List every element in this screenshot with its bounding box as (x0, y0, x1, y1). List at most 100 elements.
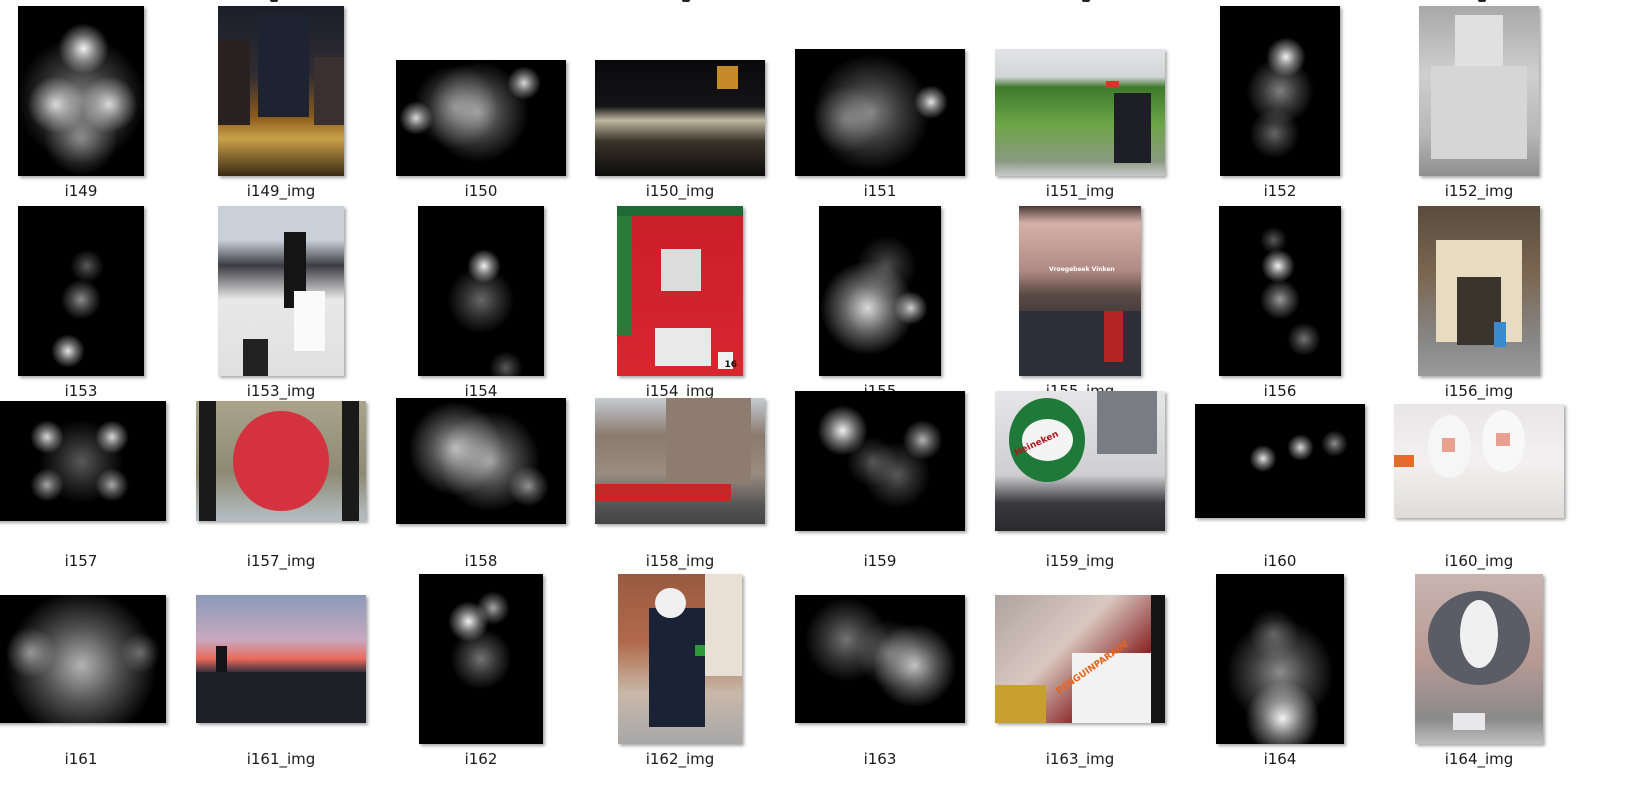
photo-image[interactable] (595, 398, 765, 524)
thumbnail-label: i150_img (645, 182, 715, 200)
saliency-blob (466, 248, 501, 283)
thumbnail-frame (0, 574, 176, 744)
photo-image[interactable]: Heineken (995, 391, 1165, 531)
saliency-map-image[interactable] (795, 49, 965, 176)
photo-region (617, 206, 743, 217)
thumbnail-label: i154 (464, 382, 498, 400)
photo-region (717, 352, 733, 370)
photo-image[interactable] (196, 401, 366, 521)
saliency-blob (1265, 36, 1307, 78)
saliency-map-image[interactable] (18, 6, 144, 176)
saliency-blob (4, 595, 158, 723)
photo-image[interactable] (218, 6, 344, 176)
saliency-map-image[interactable] (418, 206, 544, 376)
saliency-map-image[interactable] (396, 398, 566, 524)
saliency-map-image[interactable] (795, 595, 965, 723)
saliency-blob (1246, 57, 1314, 125)
saliency-blob (506, 66, 541, 101)
photo-region (704, 574, 742, 676)
saliency-map-image[interactable] (0, 401, 166, 521)
photo-region (1453, 713, 1486, 731)
photo-image[interactable]: PENGUINPARADE (995, 595, 1165, 723)
photo-text: 16 (724, 360, 737, 370)
saliency-blob (1320, 430, 1348, 458)
thumbnail-label: i156 (1263, 382, 1297, 400)
thumbnail-tile-i149[interactable]: i149 (0, 6, 176, 206)
thumbnail-tile-i157[interactable]: i157 (0, 376, 176, 576)
saliency-blob (447, 265, 515, 334)
thumbnail-tile-i163[interactable]: i163 (785, 574, 975, 774)
thumbnail-tile-i158-img[interactable]: i158_img (585, 376, 775, 576)
thumbnail-label: i162_img (645, 750, 715, 768)
thumbnail-tile-i149-img[interactable]: i149_img (186, 6, 376, 206)
saliency-blob (854, 618, 923, 687)
thumbnail-tile-i156-img[interactable]: i156_img (1384, 206, 1574, 406)
photo-image[interactable] (618, 574, 742, 744)
thumbnail-frame (785, 574, 975, 744)
thumbnail-tile-i161[interactable]: i161 (0, 574, 176, 774)
thumbnail-tile-i151[interactable]: i151 (785, 6, 975, 206)
thumbnail-tile-i160-img[interactable]: i160_img (1384, 376, 1574, 576)
photo-image[interactable] (1394, 404, 1564, 518)
photo-image[interactable] (1415, 574, 1543, 744)
saliency-map-image[interactable] (1219, 206, 1341, 376)
saliency-blob (120, 632, 161, 673)
saliency-blob (18, 34, 144, 165)
thumbnail-tile-i163-img[interactable]: PENGUINPARADE i163_img (985, 574, 1175, 774)
photo-image[interactable]: 16 (617, 206, 743, 376)
thumbnail-tile-i155-img[interactable]: Vroegebeek Vinkeni155_img (985, 206, 1175, 406)
thumbnail-tile-i161-img[interactable]: i161_img (186, 574, 376, 774)
thumbnail-tile-i164[interactable]: i164 (1185, 574, 1375, 774)
thumbnail-frame (0, 376, 176, 546)
saliency-map-image[interactable] (819, 206, 941, 376)
thumbnail-tile-i150[interactable]: i150 (386, 6, 576, 206)
photo-image[interactable] (995, 49, 1165, 176)
saliency-map-image[interactable] (0, 595, 166, 723)
thumbnail-tile-i162[interactable]: i162 (386, 574, 576, 774)
thumbnail-tile-i151-img[interactable]: i151_img (985, 6, 1175, 206)
thumbnail-tile-i162-img[interactable]: i162_img (585, 574, 775, 774)
thumbnail-tile-i160[interactable]: i160 (1185, 376, 1375, 576)
photo-image[interactable]: Vroegebeek Vinken (1019, 206, 1141, 376)
photo-region (283, 231, 307, 308)
thumbnail-label: i151_img (1045, 182, 1115, 200)
saliency-map-image[interactable] (396, 60, 566, 176)
thumbnail-tile-i152[interactable]: i152 (1185, 6, 1375, 206)
thumbnail-tile-i153-img[interactable]: i153_img (186, 206, 376, 406)
photo-image[interactable] (196, 595, 366, 723)
saliency-blob (846, 435, 897, 487)
photo-image[interactable] (595, 60, 765, 176)
saliency-blob (407, 400, 504, 496)
photo-region (258, 14, 309, 117)
thumbnail-label: i160_img (1444, 552, 1514, 570)
saliency-blob (79, 75, 138, 134)
photo-image[interactable] (1418, 206, 1540, 376)
saliency-map-image[interactable] (795, 391, 965, 531)
thumbnail-tile-i152-img[interactable]: i152_img (1384, 6, 1574, 206)
thumbnail-tile-i158[interactable]: i158 (386, 376, 576, 576)
thumbnail-label: i163 (863, 750, 897, 768)
thumbnail-tile-i157-img[interactable]: i157_img (186, 376, 376, 576)
thumbnail-label: i156_img (1444, 382, 1514, 400)
saliency-map-image[interactable] (1220, 6, 1340, 176)
thumbnail-tile-i150-img[interactable]: i150_img (585, 6, 775, 206)
thumbnail-tile-i159-img[interactable]: Heineken i159_img (985, 376, 1175, 576)
thumbnail-tile-i164-img[interactable]: i164_img (1384, 574, 1574, 774)
saliency-map-image[interactable] (1216, 574, 1344, 744)
thumbnail-frame (1384, 6, 1574, 176)
thumbnail-frame (785, 206, 975, 376)
thumbnail-frame: 16 (585, 206, 775, 376)
photo-image[interactable] (218, 206, 344, 376)
photo-region (293, 291, 326, 351)
thumbnail-frame (386, 574, 576, 744)
saliency-map-image[interactable] (419, 574, 543, 744)
thumbnail-frame (785, 376, 975, 546)
photo-image[interactable] (1419, 6, 1539, 176)
saliency-map-image[interactable] (1195, 404, 1365, 518)
thumbnail-tile-i154-img[interactable]: 16 i154_img (585, 206, 775, 406)
photo-region (1151, 595, 1165, 723)
thumbnail-tile-i159[interactable]: i159 (785, 376, 975, 576)
photo-region (313, 57, 344, 125)
saliency-map-image[interactable] (18, 206, 144, 376)
